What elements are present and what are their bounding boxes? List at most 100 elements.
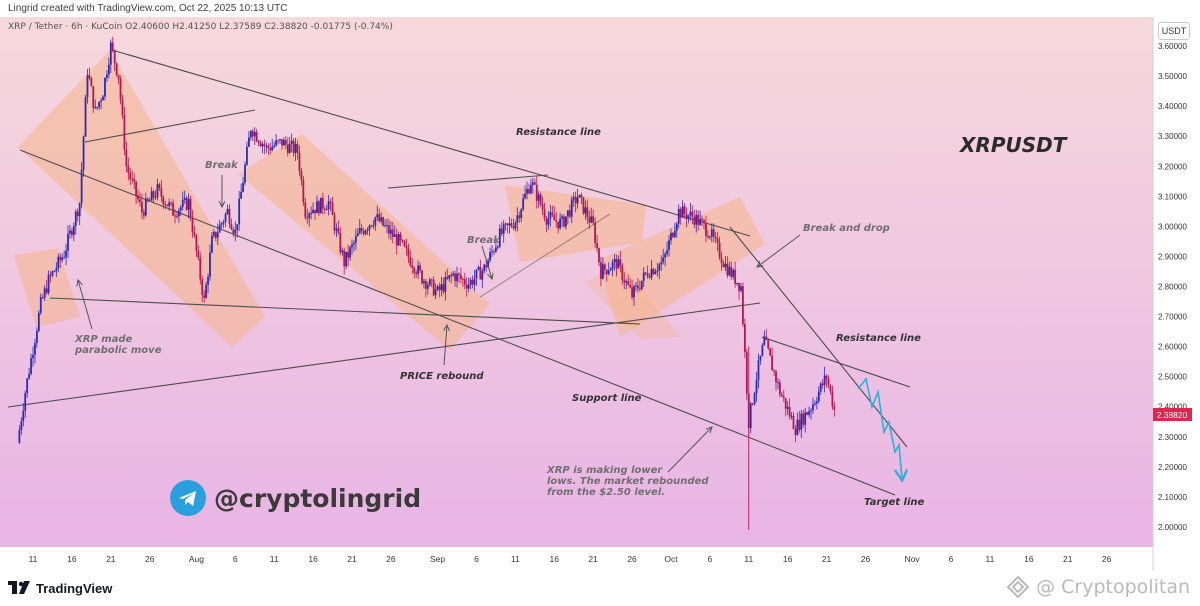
price-axis[interactable]: 3.60000 3.50000 3.40000 3.30000 3.20000 3.100… [1158,42,1187,532]
price-chart[interactable]: 3.60000 3.50000 3.40000 3.30000 3.20000 3.100… [0,17,1200,570]
price-tick-label: 2.30000 [1158,433,1187,442]
telegram-badge[interactable]: @cryptolingrid [170,480,421,516]
candle-body [148,200,151,202]
projection-path [857,377,902,479]
candle-body [757,360,760,381]
candle-body [609,268,612,271]
candle-body [123,115,126,150]
cryptopolitan-icon [1006,575,1030,599]
candle-body [380,217,383,222]
candle-body [485,264,488,268]
candle-body [815,401,818,404]
price-tick-label: 3.40000 [1158,102,1187,111]
candle-body [137,195,139,200]
candle-body [121,99,124,116]
candle-body [283,139,285,146]
candle-body [244,164,246,183]
currency-label[interactable]: USDT [1158,22,1190,40]
candle-body [20,421,23,431]
candle-body [769,348,772,356]
candle-body [49,274,52,276]
candle-body [823,375,826,386]
tradingview-logo[interactable]: TradingView [8,578,112,598]
candle-body [43,288,46,298]
candlestick-series [18,36,836,530]
candle-body [146,198,149,201]
candle-body [782,396,785,399]
time-tick-label: 16 [1024,554,1034,564]
candle-body [335,228,338,231]
resistance-line-lower [761,336,911,388]
candle-body [438,286,441,291]
candle-body [699,218,702,225]
candle-body [648,276,651,278]
candle-body [32,354,34,359]
price-tick-label: 2.20000 [1158,463,1187,472]
candle-body [479,266,482,280]
candle-body [638,288,641,290]
candle-body [236,224,239,230]
label-target: Target line [864,497,925,508]
price-tick-label: 3.60000 [1158,42,1187,51]
time-axis[interactable]: 11 16 21 26 Aug 6 11 16 21 26 Sep 6 11 16 21 26 Oct 6 11 16… [29,554,1112,564]
candle-body [339,232,342,253]
candle-body [72,225,75,236]
candle-body [261,144,264,147]
candle-body [399,234,402,241]
candle-body [329,201,332,204]
price-tick-label: 2.10000 [1158,493,1187,502]
candle-body [662,257,665,263]
candle-body [767,339,770,349]
candle-body [790,415,793,417]
candle-body [22,410,25,422]
candle-body [98,101,101,108]
candle-body [216,232,219,238]
time-tick-label: 26 [627,554,637,564]
candle-body [456,273,458,282]
candle-body [652,268,655,274]
candle-body [827,378,830,386]
candle-body [658,264,661,271]
candle-body [683,206,686,214]
candle-body [777,382,779,384]
candle-body [553,215,556,221]
candle-body [701,218,703,221]
candle-body [728,266,731,276]
candle-body [191,218,194,233]
candle-body [442,284,445,292]
candle-body [691,211,694,217]
candle-body [432,279,435,296]
candle-body [625,281,628,283]
candle-body [566,210,569,217]
time-tick-label: 21 [347,554,357,564]
candle-body [446,277,449,279]
candle-body [144,198,147,216]
candle-body [296,144,299,153]
candle-body [403,241,406,246]
candle-body [131,178,134,180]
label-break-1: Break [205,160,238,171]
candle-body [708,236,711,238]
candle-body [318,201,320,214]
candle-body [623,280,626,283]
last-price-value: 2.38820 [1157,410,1188,420]
candle-body [734,269,737,284]
candle-body [222,221,225,224]
candle-body [784,398,787,409]
candle-body [543,209,546,219]
candle-body [788,406,791,417]
candle-body [561,216,563,219]
candle-body [257,141,260,144]
time-tick-label: 11 [29,554,38,564]
candle-body [514,222,517,229]
arrow-price-rebound [443,325,447,366]
candle-body [584,207,587,214]
time-tick-label: Oct [664,554,678,564]
time-tick-label: Aug [189,554,204,564]
candle-body [804,412,807,425]
candle-body [34,342,36,355]
candle-body [35,331,38,343]
candle-body [831,391,834,407]
candle-body [370,225,373,227]
candle-body [802,413,805,425]
